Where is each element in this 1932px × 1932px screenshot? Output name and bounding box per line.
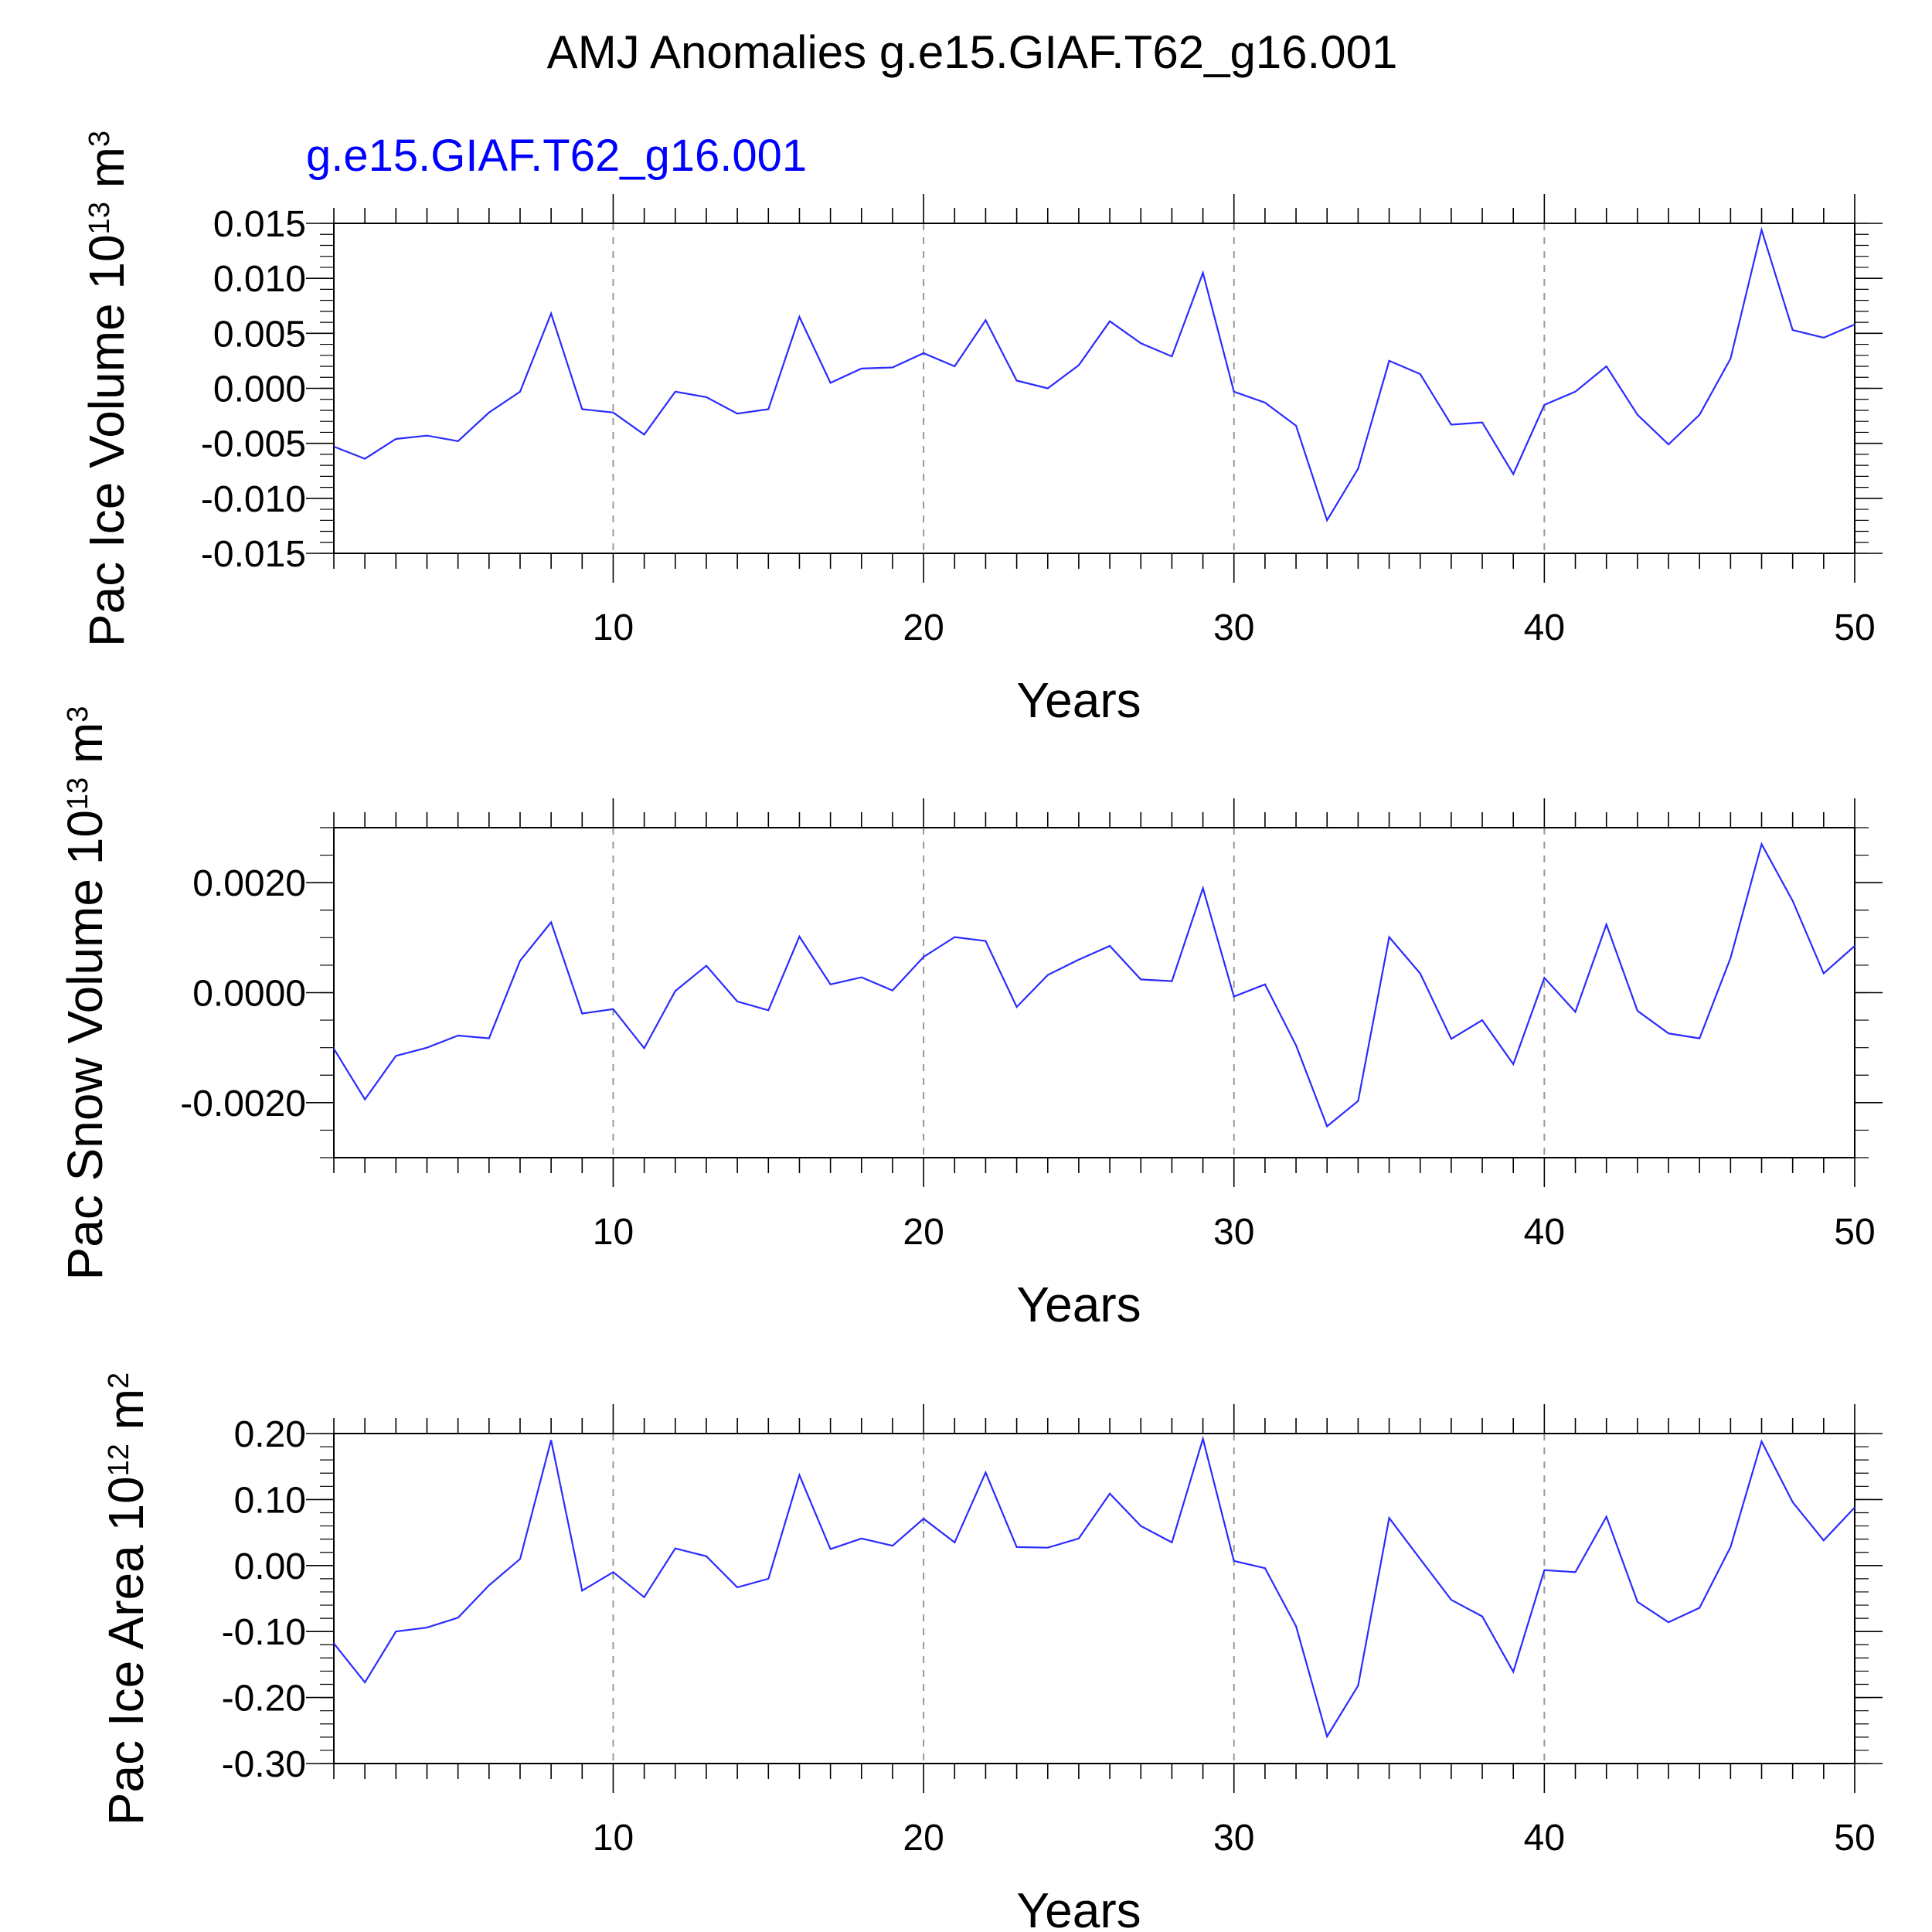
y-tick-label: 0.0000	[192, 974, 306, 1015]
x-axis-label: Years	[1016, 672, 1141, 728]
y-tick-label: -0.010	[201, 479, 306, 520]
y-axis-label-text: m	[98, 1389, 154, 1444]
series-line	[333, 1435, 1855, 1739]
x-tick-label: 10	[593, 1212, 634, 1253]
x-tick-label: 50	[1834, 1212, 1875, 1253]
y-tick-label: 0.000	[213, 369, 306, 410]
y-tick-label: 0.0020	[192, 863, 306, 904]
figure-title: AMJ Anomalies g.e15.GIAF.T62_g16.001	[547, 26, 1398, 78]
chart-panel-3: 10 20 30 40 50 Years -0.30 -0.20 -0.10 0.00 0.10 0.…	[98, 1372, 1883, 1932]
x-axis-label: Years	[1016, 1883, 1141, 1932]
y-axis-label: Pac Ice Volume 1013 m3	[79, 131, 134, 647]
x-tick-label: 40	[1524, 1212, 1565, 1253]
y-tick-label: -0.20	[222, 1679, 306, 1719]
y-axis-label-text: Pac Ice Volume 10	[79, 234, 134, 647]
y-tick-label: 0.005	[213, 314, 306, 355]
y-tick-label: -0.0020	[180, 1083, 306, 1124]
x-tick-label: 10	[593, 1818, 634, 1859]
series-line	[333, 842, 1855, 1128]
y-axis-label-text: m	[79, 147, 134, 202]
chart-subtitle: g.e15.GIAF.T62_g16.001	[306, 131, 807, 181]
series-line	[333, 226, 1855, 522]
y-tick-label: -0.10	[222, 1612, 306, 1653]
x-tick-label: 30	[1213, 1212, 1254, 1253]
panels: g.e15.GIAF.T62_g16.001 10 20 30 40 50 Years -0.…	[57, 131, 1883, 1932]
x-tick-label: 20	[903, 607, 944, 648]
y-axis-label-text: m	[57, 723, 113, 777]
y-axis-label: Pac Snow Volume 1013 m3	[57, 706, 113, 1281]
y-axis-label-superscript: 13	[62, 777, 94, 810]
y-tick-label: 0.010	[213, 259, 306, 300]
y-axis-label-text: Pac Ice Area 10	[98, 1476, 154, 1825]
x-tick-label: 50	[1834, 607, 1875, 648]
y-tick-label: -0.015	[201, 534, 306, 575]
y-tick-label: 0.015	[213, 204, 306, 245]
y-axis-label-superscript: 13	[83, 202, 116, 234]
x-tick-label: 20	[903, 1818, 944, 1859]
y-tick-label: 0.10	[234, 1480, 306, 1521]
y-tick-label: -0.30	[222, 1744, 306, 1785]
x-tick-label: 40	[1524, 607, 1565, 648]
y-tick-label: 0.00	[234, 1546, 306, 1587]
y-tick-label: -0.005	[201, 424, 306, 465]
x-tick-label: 50	[1834, 1818, 1875, 1859]
y-axis-label-superscript: 12	[103, 1444, 135, 1476]
y-axis-label-superscript: 2	[103, 1372, 135, 1389]
x-tick-label: 30	[1213, 607, 1254, 648]
y-tick-label: 0.20	[234, 1414, 306, 1455]
x-tick-label: 30	[1213, 1818, 1254, 1859]
y-axis-label-superscript: 3	[62, 706, 94, 723]
chart-panel-2: 10 20 30 40 50 Years -0.0020 0.0000 0.0020 Pac Sn…	[57, 706, 1883, 1332]
y-axis-label-superscript: 3	[83, 131, 116, 147]
plot-frame	[333, 1433, 1855, 1764]
x-axis-label: Years	[1016, 1277, 1141, 1332]
y-axis-label: Pac Ice Area 1012 m2	[98, 1372, 154, 1825]
x-tick-label: 40	[1524, 1818, 1565, 1859]
x-tick-label: 20	[903, 1212, 944, 1253]
chart-panel-1: g.e15.GIAF.T62_g16.001 10 20 30 40 50 Years -0.…	[79, 131, 1883, 728]
x-tick-label: 10	[593, 607, 634, 648]
y-axis-label-text: Pac Snow Volume 10	[57, 810, 113, 1280]
